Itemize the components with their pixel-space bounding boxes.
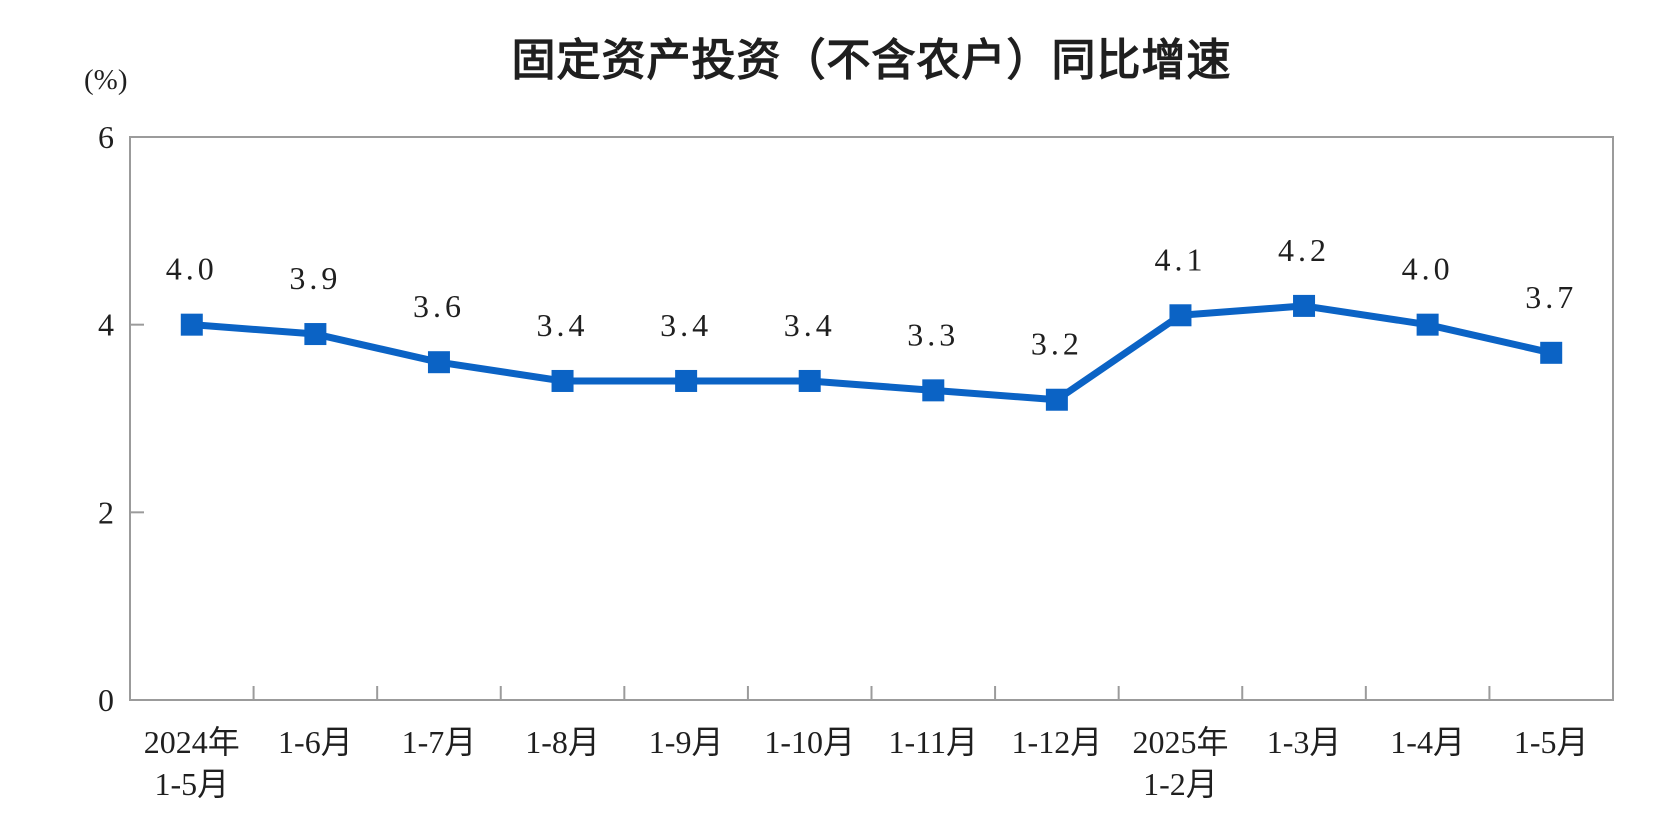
data-point-marker bbox=[427, 351, 450, 374]
data-point-marker bbox=[1293, 294, 1316, 317]
data-point-marker bbox=[304, 323, 327, 346]
y-tick-label: 4 bbox=[98, 307, 114, 343]
data-label: 3.6 bbox=[413, 288, 465, 324]
plot-border bbox=[129, 136, 1614, 701]
x-tick-label: 1-6月 bbox=[278, 724, 353, 760]
x-tick-label: 1-5月 bbox=[154, 766, 229, 802]
data-point-marker bbox=[922, 379, 945, 402]
y-tick-label: 2 bbox=[98, 494, 114, 530]
y-tick-label: 6 bbox=[98, 119, 114, 155]
data-label: 3.7 bbox=[1525, 279, 1577, 315]
x-tick-label: 1-2月 bbox=[1143, 766, 1218, 802]
data-label: 3.9 bbox=[289, 260, 341, 296]
data-point-marker bbox=[1045, 388, 1068, 411]
data-label: 3.4 bbox=[660, 307, 712, 343]
data-point-marker bbox=[1540, 341, 1563, 364]
x-tick-label: 1-7月 bbox=[402, 724, 477, 760]
y-tick-label: 0 bbox=[98, 682, 114, 718]
x-tick-label: 2025年 bbox=[1132, 724, 1228, 760]
x-tick-label: 1-9月 bbox=[649, 724, 724, 760]
data-label: 4.0 bbox=[1402, 251, 1454, 287]
x-tick-label: 1-3月 bbox=[1267, 724, 1342, 760]
data-point-marker bbox=[1416, 313, 1439, 336]
data-point-marker bbox=[180, 313, 203, 336]
chart-title: 固定资产投资（不含农户）同比增速 bbox=[511, 36, 1232, 85]
x-tick-label: 1-8月 bbox=[525, 724, 600, 760]
x-tick-label: 2024年 bbox=[144, 724, 240, 760]
series-line bbox=[188, 302, 1555, 404]
x-tick-label: 1-11月 bbox=[889, 724, 978, 760]
y-axis-unit-label: (%) bbox=[84, 64, 128, 96]
data-point-marker bbox=[551, 369, 574, 392]
data-label: 3.3 bbox=[907, 316, 959, 352]
data-label: 4.0 bbox=[166, 251, 218, 287]
data-point-marker bbox=[675, 369, 698, 392]
data-point-marker bbox=[1169, 304, 1192, 327]
x-tick-label: 1-5月 bbox=[1514, 724, 1589, 760]
x-tick-label: 1-10月 bbox=[764, 724, 855, 760]
data-point-marker bbox=[798, 369, 821, 392]
data-label: 3.2 bbox=[1031, 326, 1083, 362]
data-label: 4.2 bbox=[1278, 232, 1330, 268]
data-label: 4.1 bbox=[1154, 241, 1206, 277]
data-label: 3.4 bbox=[537, 307, 589, 343]
data-label: 3.4 bbox=[784, 307, 836, 343]
x-tick-label: 1-12月 bbox=[1012, 724, 1103, 760]
x-tick-label: 1-4月 bbox=[1390, 724, 1465, 760]
